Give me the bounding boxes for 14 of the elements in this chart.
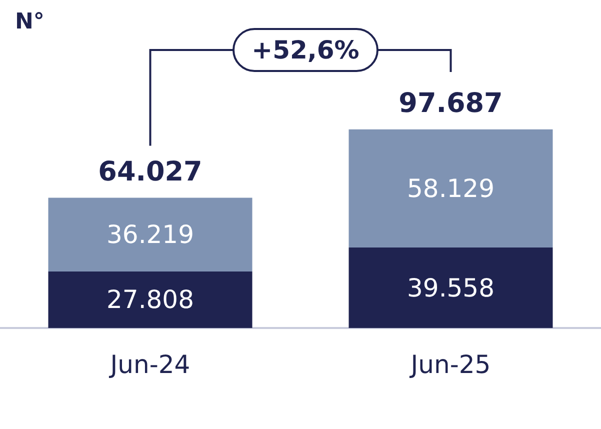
total-label: 64.027 xyxy=(98,156,202,188)
x-tick-label: Jun-25 xyxy=(408,350,491,379)
data-label: 36.219 xyxy=(106,220,194,250)
bar xyxy=(348,248,553,328)
chart-title: N° xyxy=(15,10,44,34)
total-label: 97.687 xyxy=(398,88,503,119)
text: +52,6% xyxy=(252,36,360,64)
data-label: 39.558 xyxy=(407,273,494,302)
bar xyxy=(348,129,553,248)
data-label: 58.129 xyxy=(407,174,494,203)
data-label: 27.808 xyxy=(106,285,194,314)
bar xyxy=(48,198,252,272)
bar xyxy=(48,271,252,328)
x-tick-label: Jun-24 xyxy=(108,350,190,379)
